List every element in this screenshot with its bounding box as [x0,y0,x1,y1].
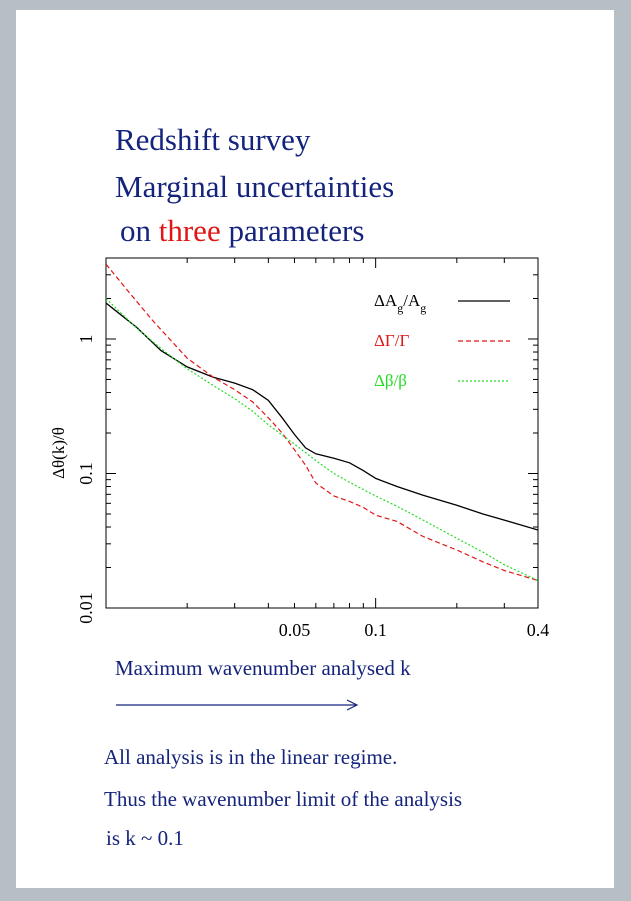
y-tick-label: 1 [76,334,96,343]
title-line-2: Marginal uncertainties [115,169,395,204]
series-line-1 [106,263,538,582]
series-line-2 [106,298,538,582]
series-line-0 [106,302,538,531]
legend-label-2: Δβ/β [374,371,407,390]
slide: Redshift survey Marginal uncertainties o… [16,10,614,888]
arrow-icon [116,699,359,711]
chart: 0.05 0.1 0.4 0.01 0.1 1 Δθ(k)/θ ΔAg/Ag ΔΓ/Γ Δβ/β [49,257,550,640]
plot-frame [105,257,539,609]
note-line-2: Thus the wavenumber limit of the analysi… [104,787,463,811]
title-line-3-prefix: on [120,213,151,248]
legend-label-1: ΔΓ/Γ [374,331,409,350]
title-line-1: Redshift survey [115,122,311,157]
x-tick-label: 0.4 [527,620,550,640]
note-line-3: is k ~ 0.1 [106,826,184,850]
x-tick-label: 0.1 [364,620,387,640]
title-line-3: on three parameters [120,215,364,246]
y-axis-label: Δθ(k)/θ [49,427,68,479]
y-tick-label: 0.1 [76,462,96,485]
x-axis-caption: Maximum wavenumber analysed k [115,656,411,680]
title-line-3-suffix: parameters [228,213,365,248]
note-line-1: All analysis is in the linear regime. [104,745,398,769]
title-highlight: three [158,213,221,248]
y-tick-label: 0.01 [76,592,96,624]
legend-label-0: ΔAg/Ag [374,291,426,315]
x-tick-label: 0.05 [279,620,311,640]
